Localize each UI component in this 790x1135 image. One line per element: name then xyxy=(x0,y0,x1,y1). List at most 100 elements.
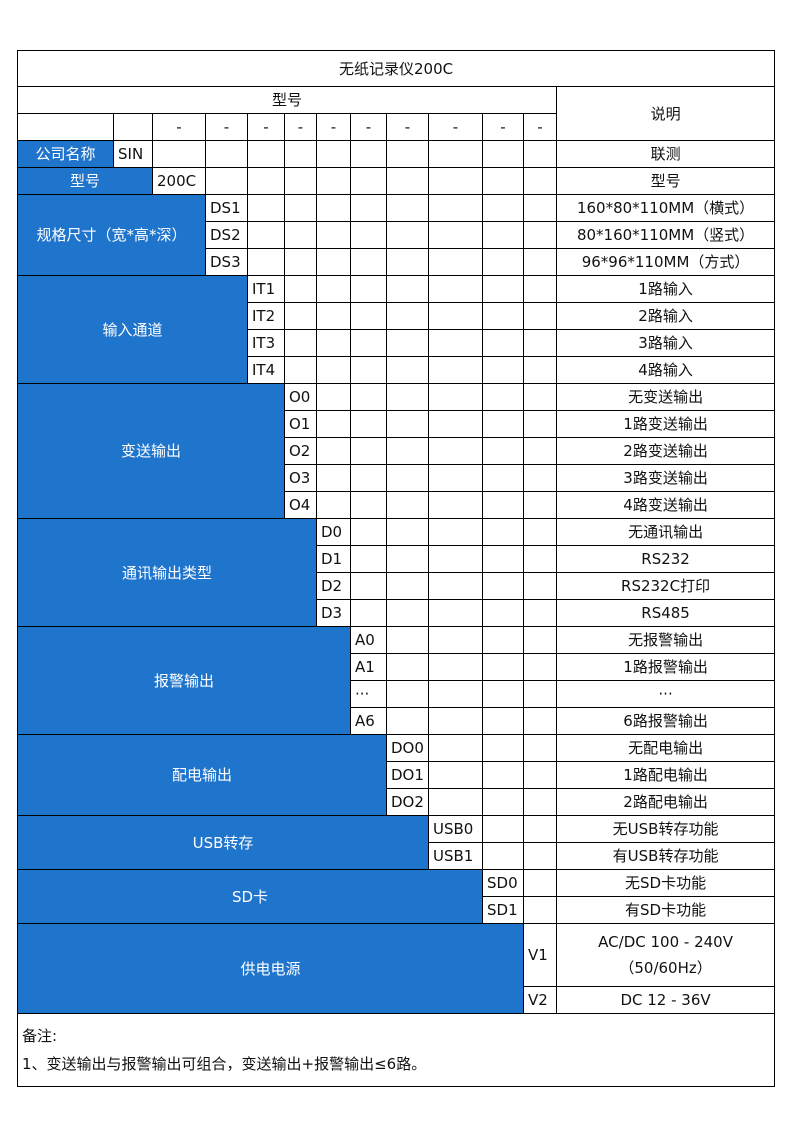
empty-cell xyxy=(428,464,483,492)
model-header: 型号 xyxy=(17,86,557,114)
option-description: 有SD卡功能 xyxy=(555,896,776,924)
empty-cell xyxy=(482,464,524,492)
empty-cell xyxy=(205,167,248,195)
dash-cell: - xyxy=(428,113,483,141)
empty-cell xyxy=(386,221,429,249)
empty-cell xyxy=(523,437,557,465)
option-description: 1路变送输出 xyxy=(555,410,776,438)
empty-cell xyxy=(482,788,524,816)
empty-cell xyxy=(247,221,285,249)
option-description: 无通讯输出 xyxy=(555,518,776,546)
empty-cell xyxy=(350,572,387,600)
option-code: 200C xyxy=(152,167,206,195)
empty-cell xyxy=(523,248,557,276)
option-description: 2路输入 xyxy=(555,302,776,330)
empty-cell xyxy=(247,140,285,168)
option-code: IT1 xyxy=(247,275,285,303)
table-row: DS3 96*96*110MM（方式） xyxy=(18,248,776,276)
empty-cell xyxy=(482,491,524,519)
dash-cell: - xyxy=(386,113,429,141)
empty-cell xyxy=(482,437,524,465)
empty-cell xyxy=(316,437,351,465)
option-description: 4路输入 xyxy=(555,356,776,384)
empty-cell xyxy=(523,788,557,816)
empty-cell xyxy=(316,167,351,195)
empty-cell xyxy=(523,869,557,897)
empty-cell xyxy=(428,167,483,195)
option-description: 1路配电输出 xyxy=(555,761,776,789)
empty-cell xyxy=(316,491,351,519)
table-row: USB转存 USB0 无USB转存功能 xyxy=(17,815,776,870)
option-code: D2 xyxy=(316,572,351,600)
option-code: D0 xyxy=(316,518,351,546)
option-description: 1路报警输出 xyxy=(555,653,776,681)
empty-cell xyxy=(523,626,557,654)
table-row: USB1 有USB转存功能 xyxy=(18,842,776,870)
option-description: 无报警输出 xyxy=(555,626,776,654)
empty-cell xyxy=(482,275,524,303)
empty-cell xyxy=(428,626,483,654)
option-description: 80*160*110MM（竖式） xyxy=(555,221,776,249)
option-code: D3 xyxy=(316,599,351,627)
option-code: DS1 xyxy=(205,194,248,222)
empty-cell xyxy=(482,680,524,708)
group-label: 通讯输出类型 xyxy=(17,518,317,627)
empty-cell xyxy=(386,518,429,546)
empty-cell xyxy=(523,302,557,330)
group-label: 配电输出 xyxy=(17,734,387,816)
empty-cell xyxy=(350,140,387,168)
empty-cell xyxy=(428,410,483,438)
option-description: 3路变送输出 xyxy=(555,464,776,492)
empty-cell xyxy=(350,545,387,573)
empty-cell xyxy=(482,842,524,870)
empty-cell xyxy=(428,248,483,276)
empty-cell xyxy=(428,761,483,789)
option-code: DS3 xyxy=(205,248,248,276)
table-row: ··· ··· xyxy=(18,680,776,708)
table-row: DS2 80*160*110MM（竖式） xyxy=(18,221,776,249)
empty-cell xyxy=(284,248,317,276)
empty-cell xyxy=(284,221,317,249)
table-row: 输入通道 IT1 1路输入 xyxy=(17,275,776,384)
empty-cell xyxy=(523,383,557,411)
empty-cell xyxy=(482,545,524,573)
empty-cell xyxy=(316,383,351,411)
empty-cell xyxy=(386,680,429,708)
empty-cell xyxy=(247,248,285,276)
empty-cell xyxy=(428,194,483,222)
empty-cell xyxy=(428,383,483,411)
empty-cell xyxy=(316,464,351,492)
empty-cell xyxy=(523,491,557,519)
notes-row: 备注: 1、变送输出与报警输出可组合，变送输出+报警输出≤6路。 xyxy=(16,1013,776,1087)
table-row: IT2 2路输入 xyxy=(18,302,776,330)
group-label: 公司名称 xyxy=(17,140,114,168)
empty-cell xyxy=(386,653,429,681)
option-description: RS485 xyxy=(555,599,776,627)
empty-cell xyxy=(482,248,524,276)
table-row: 报警输出 A0 无报警输出 xyxy=(17,626,776,735)
empty-cell xyxy=(316,221,351,249)
empty-cell xyxy=(350,518,387,546)
empty-cell xyxy=(350,167,387,195)
option-code: SIN xyxy=(113,140,153,168)
empty-cell xyxy=(428,734,483,762)
empty-cell xyxy=(482,761,524,789)
option-code: A1 xyxy=(350,653,387,681)
option-description: 有USB转存功能 xyxy=(555,842,776,870)
empty-cell xyxy=(284,356,317,384)
group-label: USB转存 xyxy=(17,815,429,870)
table-row: 型号 200C 型号 xyxy=(17,167,776,195)
option-code: ··· xyxy=(350,680,387,708)
empty-cell xyxy=(350,275,387,303)
option-code: IT3 xyxy=(247,329,285,357)
empty-cell xyxy=(386,329,429,357)
empty-cell xyxy=(428,518,483,546)
empty-cell xyxy=(523,815,557,843)
empty-cell xyxy=(482,410,524,438)
notes-title: 备注: xyxy=(22,1027,58,1045)
empty-cell xyxy=(350,599,387,627)
option-description: 6路报警输出 xyxy=(555,707,776,735)
option-description: 160*80*110MM（横式） xyxy=(555,194,776,222)
option-code: A0 xyxy=(350,626,387,654)
option-code: O1 xyxy=(284,410,317,438)
